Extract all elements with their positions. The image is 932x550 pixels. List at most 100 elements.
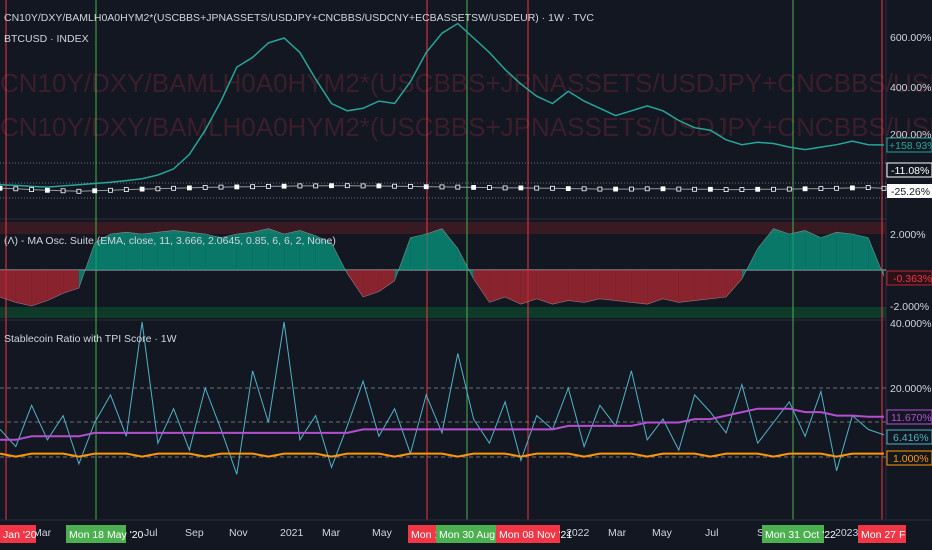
signal-badge-long: [436, 525, 498, 543]
signal-badge-label: Mon 08 Nov '21: [499, 529, 572, 541]
time-label: 2023: [835, 527, 859, 539]
osc-segment: [315, 235, 332, 270]
osc-segment: [47, 270, 64, 301]
osc-segment: [347, 270, 364, 297]
ratio-candle: [13, 186, 19, 192]
osc-segment: [173, 230, 190, 270]
osc-segment: [31, 270, 48, 306]
ratio-candle: [171, 185, 177, 191]
ratio-candle: [502, 185, 508, 191]
osc-segment: [252, 228, 269, 270]
osc-segment: [157, 230, 174, 270]
oscillator-title[interactable]: (Λ) - MA Osc. Suite (EMA, close, 11, 3.6…: [4, 235, 336, 247]
stable-last-value: 6.416%: [893, 432, 929, 444]
stable-tick-20: 20.000%: [890, 383, 931, 395]
stablecoin-series: [0, 321, 885, 475]
ratio-candle: [644, 186, 650, 192]
btc-last-value: +158.93%: [889, 140, 932, 152]
price-tick-400: 400.00%: [890, 82, 931, 94]
ratio-candle: [881, 185, 887, 191]
ratio-candle: [850, 185, 855, 191]
ratio-candle: [281, 183, 287, 189]
ma-line: [0, 407, 884, 441]
signal-badge-short: [496, 525, 560, 543]
signal-badge-label: Mon 27 F: [861, 529, 905, 541]
signal-badge-short: [0, 525, 36, 543]
ratio-candle: [186, 185, 192, 191]
tpi-last-value: 1.000%: [893, 453, 929, 465]
osc-segment: [852, 234, 869, 270]
time-label: May: [372, 527, 393, 539]
watermark-line-1: CN10Y/DXY/BAMLH0A0HYM2*(USCBBS+JPNASSETS…: [0, 68, 932, 98]
osc-segment: [284, 230, 300, 270]
osc-segment: [505, 270, 521, 305]
ratio-candle: [455, 184, 461, 190]
tpi-last-box: [886, 450, 932, 466]
signal-badge-label: Jan '20: [3, 529, 37, 541]
ratio-candle: [392, 183, 398, 189]
ratio-candle: [865, 185, 871, 191]
watermark: CN10Y/DXY/BAMLH0A0HYM2*(USCBBS+JPNASSETS…: [0, 68, 932, 142]
ratio-candle: [818, 186, 824, 192]
time-label: Jul: [705, 527, 718, 539]
osc-last-box: [886, 270, 932, 286]
time-label: Mar: [608, 527, 627, 539]
ratio-candle: [92, 188, 98, 194]
ratio-candle: [60, 188, 66, 194]
ratio-candle: [660, 186, 666, 192]
osc-segment: [757, 228, 774, 270]
osc-segment: [536, 270, 553, 305]
time-label: Sep: [185, 527, 204, 539]
ratio-candle: [755, 186, 761, 192]
watermark-line-2: CN10Y/DXY/BAMLH0A0HYM2*(USCBBS+JPNASSETS…: [0, 112, 932, 142]
osc-segment: [489, 270, 506, 303]
signal-badge-long: [762, 525, 824, 543]
osc-segment: [836, 232, 853, 270]
osc-segment: [773, 228, 790, 270]
osc-segment: [426, 228, 442, 270]
ratio-candle: [771, 186, 776, 192]
osc-segment: [363, 270, 379, 297]
ratio-candle: [534, 185, 540, 191]
time-label: Nov: [229, 527, 248, 539]
ratio-candle: [265, 183, 271, 189]
signal-badge-long: [66, 525, 126, 543]
osc-segment: [473, 270, 490, 303]
btc-subtitle[interactable]: BTCUSD · INDEX: [4, 33, 89, 45]
osc-segment: [94, 234, 111, 270]
stable-last-box: [886, 429, 932, 445]
ratio-close-value: -25.26%: [891, 186, 930, 198]
ma-last-value: 11.670%: [891, 412, 932, 424]
ratio-candle: [629, 186, 634, 192]
btc-last-box: [886, 137, 932, 153]
ratio-candle: [676, 186, 682, 192]
osc-upper-band: [0, 222, 886, 234]
ratio-candle: [0, 185, 3, 191]
osc-segment: [663, 270, 679, 303]
osc-segment: [236, 232, 253, 270]
ratio-candle: [76, 188, 82, 194]
time-label: 2021: [280, 527, 304, 539]
osc-segment: [110, 232, 127, 270]
ratio-candle: [439, 184, 445, 190]
time-label: Mar: [322, 527, 341, 539]
osc-segment: [142, 232, 158, 270]
signal-badge-label: Mon 30 Aug '21: [439, 529, 512, 541]
ratio-last-value: -11.08%: [891, 165, 929, 177]
osc-line: [0, 228, 885, 307]
ratio-candle: [234, 184, 240, 190]
osc-tick-2: 2.000%: [890, 229, 926, 241]
symbol-title[interactable]: CN10Y/DXY/BAMLH0A0HYM2*(USCBBS+JPNASSETS…: [4, 12, 594, 24]
ratio-candle: [739, 187, 745, 193]
ratio-candle: [723, 187, 729, 193]
stablecoin-line: [0, 321, 885, 475]
osc-segment: [789, 230, 806, 270]
stablecoin-title[interactable]: Stablecoin Ratio with TPI Score · 1W: [4, 333, 177, 345]
ratio-candle: [45, 187, 50, 193]
ratio-candle: [313, 183, 319, 189]
price-axis[interactable]: 600.00% 400.00% 200.00% 2.000% -2.000% 4…: [890, 32, 931, 395]
ratio-candle: [581, 186, 587, 192]
ratio-candle: [802, 186, 808, 192]
